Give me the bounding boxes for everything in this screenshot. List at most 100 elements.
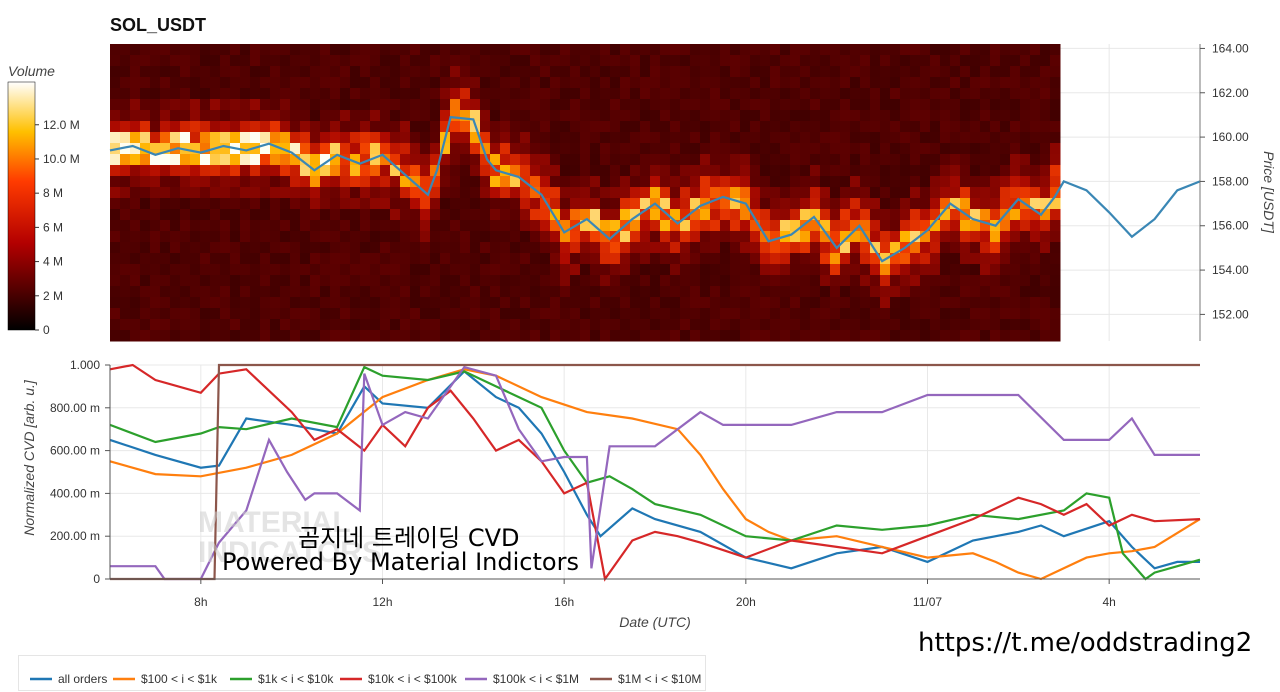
heatmap-cell xyxy=(730,286,741,298)
heatmap-cell xyxy=(920,143,931,155)
heatmap-cell xyxy=(520,187,531,199)
heatmap-cell xyxy=(920,110,931,122)
heatmap-cell xyxy=(170,308,181,320)
heatmap-cell xyxy=(820,286,831,298)
colorbar-tick: 4 M xyxy=(43,255,63,269)
heatmap-cell xyxy=(360,253,371,265)
heatmap-cell xyxy=(910,209,921,221)
heatmap-cell xyxy=(890,121,901,133)
heatmap-cell xyxy=(280,165,291,177)
heatmap-cell xyxy=(1050,121,1061,133)
heatmap-cell xyxy=(900,198,911,210)
heatmap-cell xyxy=(890,286,901,298)
heatmap-cell xyxy=(780,55,791,67)
heatmap-cell xyxy=(650,66,661,78)
heatmap-cell xyxy=(1050,297,1061,309)
heatmap-cell xyxy=(950,297,961,309)
heatmap-cell xyxy=(860,165,871,177)
heatmap-cell xyxy=(650,253,661,265)
heatmap-cell xyxy=(970,44,981,56)
heatmap-cell xyxy=(340,319,351,331)
heatmap-cell xyxy=(190,143,201,155)
heatmap-cell xyxy=(430,264,441,276)
heatmap-cell xyxy=(630,132,641,144)
heatmap-cell xyxy=(860,44,871,56)
heatmap-cell xyxy=(150,187,161,199)
heatmap-cell xyxy=(120,264,131,276)
heatmap-cell xyxy=(680,99,691,111)
heatmap-cell xyxy=(120,286,131,298)
telegram-link[interactable]: https://t.me/oddstrading2 xyxy=(918,628,1253,658)
heatmap-cell xyxy=(770,143,781,155)
heatmap-cell xyxy=(630,308,641,320)
heatmap-cell xyxy=(660,297,671,309)
heatmap-cell xyxy=(550,330,561,342)
heatmap-cell xyxy=(990,231,1001,243)
heatmap-cell xyxy=(110,264,121,276)
heatmap-cell xyxy=(730,308,741,320)
heatmap-cell xyxy=(780,330,791,342)
heatmap-cell xyxy=(920,165,931,177)
heatmap-cell xyxy=(710,319,721,331)
heatmap-cell xyxy=(1050,99,1061,111)
heatmap-cell xyxy=(610,132,621,144)
heatmap-cell xyxy=(1010,297,1021,309)
heatmap-cell xyxy=(730,319,741,331)
heatmap-cell xyxy=(160,319,171,331)
heatmap-cell xyxy=(960,55,971,67)
heatmap-cell xyxy=(1040,55,1051,67)
heatmap-cell xyxy=(780,308,791,320)
heatmap-cell xyxy=(720,198,731,210)
heatmap-cell xyxy=(320,198,331,210)
heatmap-cell xyxy=(270,187,281,199)
heatmap-cell xyxy=(200,297,211,309)
heatmap-cell xyxy=(760,253,771,265)
heatmap-cell xyxy=(600,231,611,243)
heatmap-cell xyxy=(640,88,651,100)
heatmap-cell xyxy=(1030,297,1041,309)
heatmap-cell xyxy=(700,231,711,243)
heatmap-cell xyxy=(930,198,941,210)
heatmap-cell xyxy=(880,154,891,166)
heatmap-cell xyxy=(530,275,541,287)
heatmap-cell xyxy=(980,242,991,254)
heatmap-cell xyxy=(820,264,831,276)
heatmap-cell xyxy=(1000,286,1011,298)
heatmap-cell xyxy=(560,165,571,177)
heatmap-cell xyxy=(740,44,751,56)
heatmap-cell xyxy=(790,143,801,155)
heatmap-cell xyxy=(510,176,521,188)
heatmap-cell xyxy=(730,165,741,177)
heatmap-cell xyxy=(760,176,771,188)
heatmap-cell xyxy=(130,308,141,320)
heatmap-cell xyxy=(250,319,261,331)
heatmap-cell xyxy=(180,198,191,210)
heatmap-cell xyxy=(560,286,571,298)
price-axis-label: Price [USDT] xyxy=(1261,151,1277,234)
heatmap-cell xyxy=(1000,253,1011,265)
heatmap-cell xyxy=(630,231,641,243)
heatmap-cell xyxy=(570,77,581,89)
heatmap-cell xyxy=(860,220,871,232)
heatmap-cell xyxy=(470,110,481,122)
heatmap-cell xyxy=(870,187,881,199)
heatmap-cell xyxy=(340,44,351,56)
heatmap-cell xyxy=(590,308,601,320)
heatmap-cell xyxy=(160,154,171,166)
heatmap-cell xyxy=(830,231,841,243)
heatmap-cell xyxy=(240,143,251,155)
heatmap-cell xyxy=(180,242,191,254)
heatmap-cell xyxy=(900,99,911,111)
heatmap-cell xyxy=(590,154,601,166)
heatmap-cell xyxy=(460,220,471,232)
heatmap-cell xyxy=(180,99,191,111)
heatmap-cell xyxy=(560,176,571,188)
heatmap-cell xyxy=(150,209,161,221)
heatmap-cell xyxy=(420,209,431,221)
heatmap-cell xyxy=(850,231,861,243)
heatmap-cell xyxy=(780,110,791,122)
heatmap-cell xyxy=(750,187,761,199)
heatmap-cell xyxy=(610,66,621,78)
heatmap-cell xyxy=(580,132,591,144)
heatmap-cell xyxy=(870,66,881,78)
